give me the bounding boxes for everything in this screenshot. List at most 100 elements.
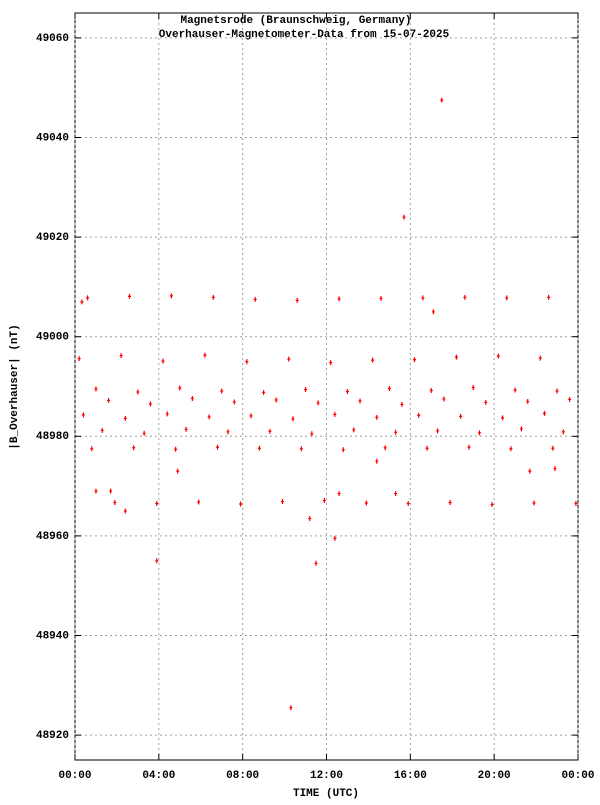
data-point: [123, 415, 127, 421]
data-point: [364, 500, 368, 506]
data-point: [553, 466, 557, 472]
data-point: [161, 358, 165, 364]
data-point: [513, 387, 517, 393]
data-point: [329, 360, 333, 366]
y-tick-label: 48920: [36, 730, 69, 742]
data-point: [77, 356, 81, 362]
x-tick-label: 00:00: [58, 770, 91, 782]
x-tick-label: 08:00: [226, 770, 259, 782]
data-point: [314, 560, 318, 566]
data-point: [308, 515, 312, 521]
data-point: [333, 411, 337, 417]
data-point: [268, 428, 272, 434]
data-point: [371, 357, 375, 363]
x-tick-label: 16:00: [394, 770, 427, 782]
data-point: [90, 446, 94, 452]
data-point: [538, 355, 542, 361]
data-point: [174, 446, 178, 452]
data-point: [289, 705, 293, 711]
data-point: [532, 500, 536, 506]
data-point: [178, 385, 182, 391]
data-point: [490, 502, 494, 508]
data-point: [436, 428, 440, 434]
data-point: [345, 388, 349, 394]
data-point: [107, 397, 111, 403]
data-point: [547, 294, 551, 300]
data-point: [528, 468, 532, 474]
data-point: [274, 397, 278, 403]
data-point: [526, 398, 530, 404]
y-tick-label: 49020: [36, 232, 69, 244]
data-point: [132, 445, 136, 451]
data-point: [216, 444, 220, 450]
chart-title: Magnetsrode (Braunschweig, Germany): [180, 15, 411, 27]
y-tick-label: 49060: [36, 33, 69, 45]
data-point: [568, 396, 572, 402]
y-axis-label: |B_Overhauser| (nT): [9, 324, 21, 449]
data-point: [375, 458, 379, 464]
data-point: [136, 389, 140, 395]
data-point: [459, 413, 463, 419]
data-point: [467, 444, 471, 450]
data-point: [387, 385, 391, 391]
data-point: [310, 431, 314, 437]
data-point: [203, 352, 207, 358]
data-point: [81, 412, 85, 418]
data-point: [454, 354, 458, 360]
y-tick-label: 49000: [36, 332, 69, 344]
data-point: [100, 427, 104, 433]
data-point: [501, 415, 505, 421]
data-point: [379, 295, 383, 301]
data-point: [257, 445, 261, 451]
data-point: [316, 400, 320, 406]
data-point: [169, 293, 173, 299]
data-point: [574, 501, 578, 507]
data-point: [429, 387, 433, 393]
data-point: [425, 445, 429, 451]
x-tick-label: 00:00: [561, 770, 594, 782]
data-point: [542, 410, 546, 416]
data-point: [94, 386, 98, 392]
data-point: [337, 491, 341, 497]
data-point: [142, 430, 146, 436]
data-point: [207, 414, 211, 420]
data-point: [176, 468, 180, 474]
data-point: [148, 401, 152, 407]
data-point: [341, 447, 345, 453]
data-point: [280, 499, 284, 505]
data-point: [295, 297, 299, 303]
data-point: [291, 416, 295, 422]
data-point: [322, 498, 326, 504]
data-point: [262, 389, 266, 395]
data-point: [94, 488, 98, 494]
data-point: [220, 388, 224, 394]
data-point: [249, 413, 253, 419]
data-point: [127, 293, 131, 299]
y-tick-label: 48960: [36, 531, 69, 543]
data-point: [165, 411, 169, 417]
y-tick-label: 48980: [36, 431, 69, 443]
data-point: [551, 445, 555, 451]
data-point: [406, 501, 410, 507]
data-point: [109, 488, 113, 494]
data-point: [431, 309, 435, 315]
data-point: [394, 491, 398, 497]
data-point: [113, 500, 117, 506]
data-point: [496, 353, 500, 359]
data-point: [197, 499, 201, 505]
data-point: [226, 429, 230, 435]
data-point: [232, 399, 236, 405]
data-point: [333, 535, 337, 541]
data-point: [448, 500, 452, 506]
data-point: [484, 399, 488, 405]
y-tick-label: 49040: [36, 132, 69, 144]
data-point: [299, 446, 303, 452]
data-point: [155, 558, 159, 564]
data-point: [509, 446, 513, 452]
data-point: [505, 295, 509, 301]
data-point: [155, 501, 159, 507]
data-point: [477, 430, 481, 436]
data-point: [253, 296, 257, 302]
